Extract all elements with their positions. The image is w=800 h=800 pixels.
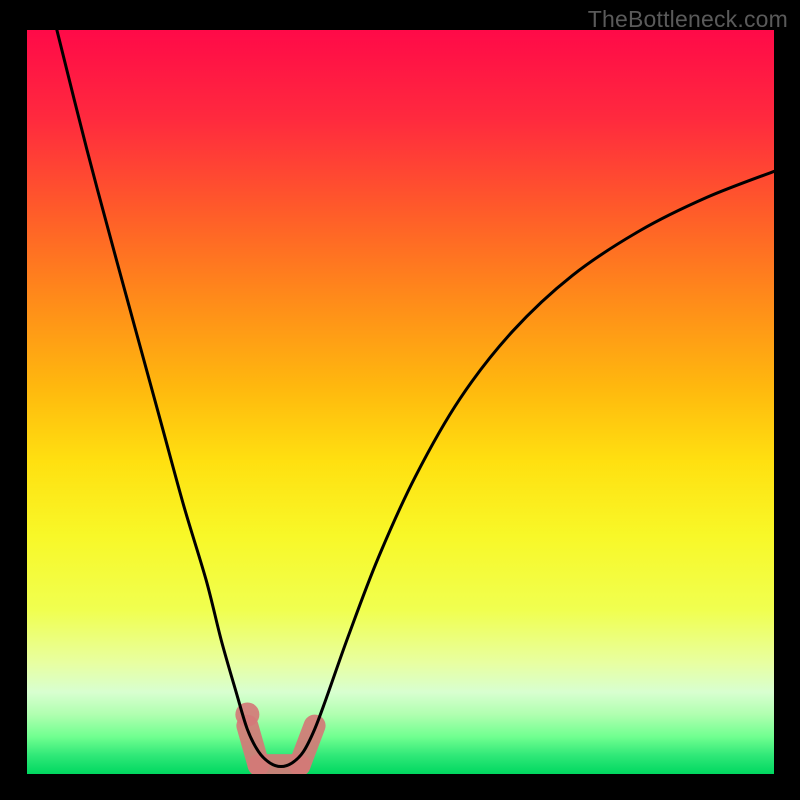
- watermark-text: TheBottleneck.com: [588, 6, 788, 33]
- chart-frame: TheBottleneck.com: [0, 0, 800, 800]
- chart-svg: [27, 30, 774, 774]
- plot-area: [27, 30, 774, 774]
- gradient-background: [27, 30, 774, 774]
